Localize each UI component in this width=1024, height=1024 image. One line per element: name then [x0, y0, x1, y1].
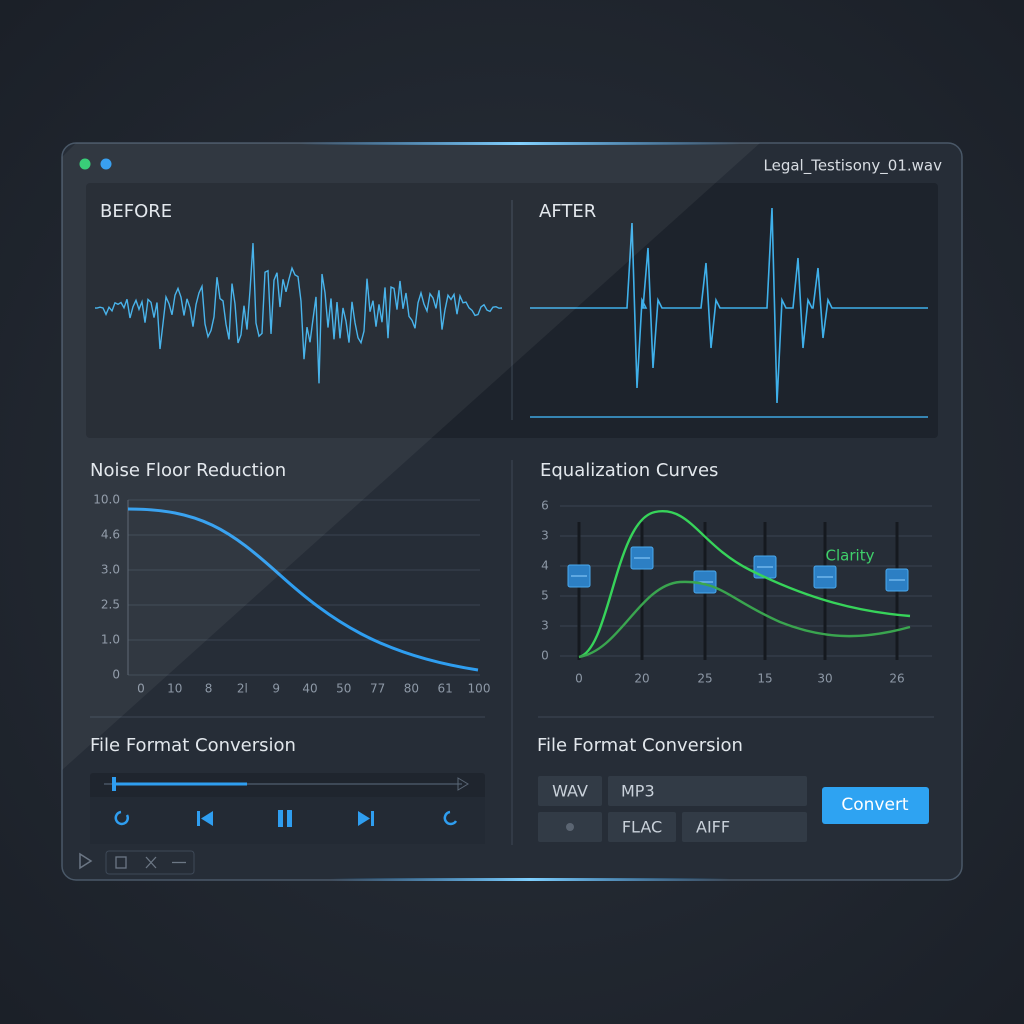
- option-box[interactable]: [608, 776, 807, 806]
- radio-dot[interactable]: [566, 823, 574, 831]
- glow-top: [300, 142, 740, 145]
- tool-icon[interactable]: [115, 856, 127, 869]
- format-option[interactable]: FLAC: [622, 818, 662, 837]
- x-tick-label: 50: [336, 682, 351, 696]
- x-tick-label: 10: [167, 682, 182, 696]
- toolbar: [105, 850, 195, 875]
- x-tick-label: 26: [889, 672, 904, 686]
- progress-end: [457, 777, 469, 791]
- waveform-before: [94, 243, 503, 384]
- x-tick-label: 30: [817, 672, 832, 686]
- x-tick-label: 0: [137, 682, 145, 696]
- progress-handle[interactable]: [112, 777, 116, 791]
- x-tick-label: 80: [404, 682, 419, 696]
- format-option[interactable]: WAV: [552, 782, 588, 801]
- eq-title: Equalization Curves: [540, 460, 718, 481]
- y-tick-label: 3: [541, 529, 549, 543]
- x-tick-label: 25: [697, 672, 712, 686]
- prev-button[interactable]: [201, 811, 213, 826]
- format-option[interactable]: AIFF: [696, 818, 730, 837]
- x-tick-label: 9: [272, 682, 280, 696]
- y-tick-label: 3.0: [101, 563, 120, 577]
- x-tick-label: 15: [757, 672, 772, 686]
- x-tick-label: 77: [370, 682, 385, 696]
- loop-button[interactable]: [114, 810, 129, 826]
- pause-button[interactable]: [278, 810, 283, 827]
- y-tick-label: 5: [541, 589, 549, 603]
- y-tick-label: 4.6: [101, 528, 120, 542]
- convert-button[interactable]: [822, 787, 929, 824]
- repeat-button[interactable]: [443, 810, 458, 826]
- y-tick-label: 4: [541, 559, 549, 573]
- play-icon[interactable]: [79, 852, 93, 870]
- format-title: File Format Conversion: [537, 735, 743, 756]
- y-tick-label: 3: [541, 619, 549, 633]
- waveform-after: [530, 207, 928, 404]
- option-box[interactable]: [538, 776, 602, 806]
- x-tick-label: 8: [205, 682, 213, 696]
- curve-label: Clarity: [826, 547, 875, 565]
- filename: Legal_Testisony_01.wav: [764, 157, 943, 176]
- player-title: File Format Conversion: [90, 735, 296, 756]
- glass-reflection: [62, 143, 760, 770]
- convert-label[interactable]: Convert: [841, 795, 909, 815]
- noise-curve: [127, 507, 479, 672]
- after-label: AFTER: [539, 201, 596, 222]
- x-tick-label: 40: [302, 682, 317, 696]
- x-tick-label: 61: [438, 682, 453, 696]
- y-tick-label: 10.0: [93, 493, 120, 507]
- y-tick-label: 2.5: [101, 598, 120, 612]
- next-button[interactable]: [371, 811, 374, 826]
- tool-icon[interactable]: [145, 856, 157, 869]
- x-tick-label: 20: [634, 672, 649, 686]
- before-label: BEFORE: [100, 201, 172, 222]
- glow-bottom: [330, 878, 730, 881]
- eq-curve: [578, 509, 911, 659]
- y-tick-label: 0: [112, 668, 120, 682]
- noise-title: Noise Floor Reduction: [90, 460, 286, 481]
- pause-button[interactable]: [287, 810, 292, 827]
- eq-curve: [578, 580, 911, 659]
- x-tick-label: 100: [468, 682, 491, 696]
- window-dot[interactable]: [79, 158, 91, 170]
- x-tick-label: 0: [575, 672, 583, 686]
- option-box[interactable]: [682, 812, 807, 842]
- x-tick-label: 2l: [237, 682, 248, 696]
- next-button[interactable]: [358, 811, 370, 826]
- window-dot[interactable]: [100, 158, 112, 170]
- y-tick-label: 1.0: [101, 633, 120, 647]
- y-tick-label: 6: [541, 499, 549, 513]
- option-box[interactable]: [608, 812, 676, 842]
- y-tick-label: 0: [541, 649, 549, 663]
- format-option[interactable]: MP3: [621, 782, 655, 801]
- prev-button[interactable]: [197, 811, 200, 826]
